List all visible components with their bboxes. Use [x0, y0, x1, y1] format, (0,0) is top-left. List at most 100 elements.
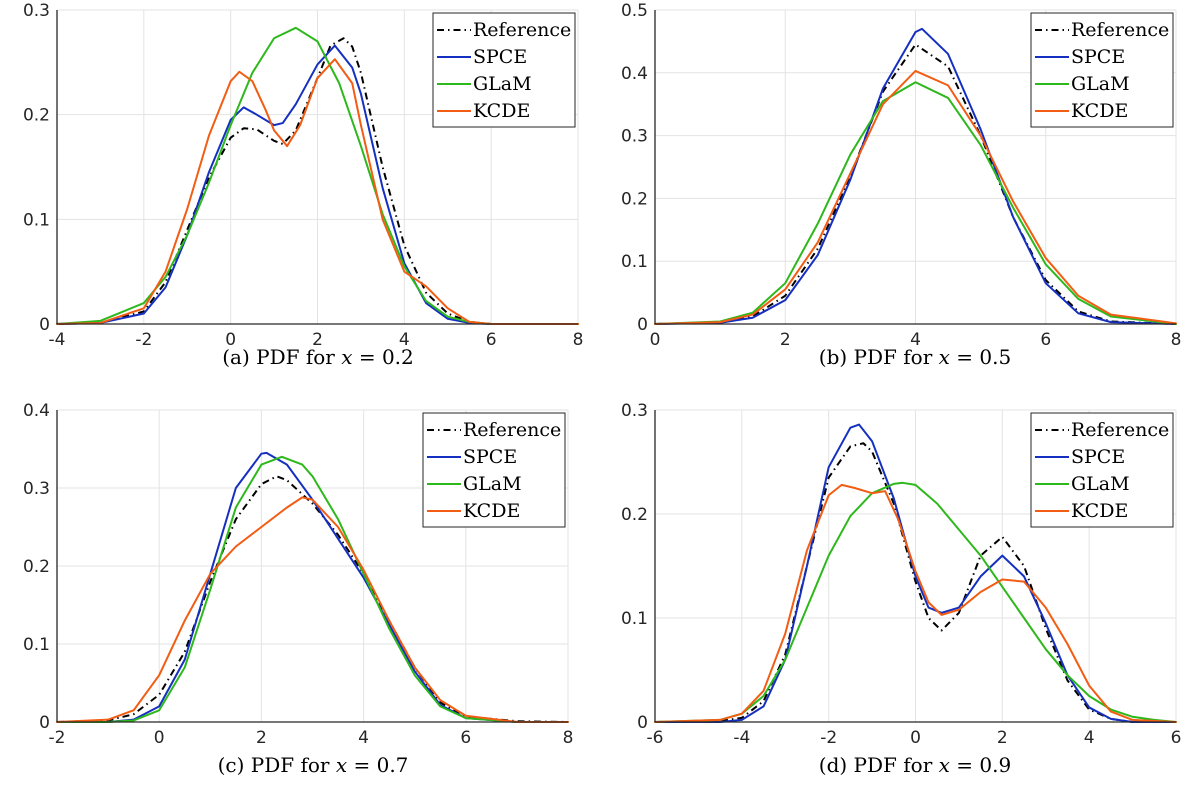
series-line-kcde: [654, 483, 1177, 723]
x-tick-label: 2: [312, 330, 323, 350]
panel-caption: (d) PDF for x = 0.9: [819, 753, 1011, 777]
panel-caption: (b) PDF for x = 0.5: [819, 345, 1011, 369]
x-tick-label: 6: [486, 330, 497, 350]
x-tick-label: -2: [135, 330, 152, 350]
y-tick-label: 0: [637, 315, 648, 335]
legend-label-reference: Reference: [1071, 19, 1169, 41]
series-line-kcde: [56, 496, 569, 723]
series-line-kcde: [654, 69, 1177, 325]
y-tick-label: 0.2: [621, 189, 648, 209]
y-tick-label: 0.1: [23, 635, 50, 655]
x-tick-label: 6: [1040, 330, 1051, 350]
legend-label-spce: SPCE: [1071, 446, 1125, 468]
x-tick-label: 0: [910, 728, 921, 748]
series-line-kcde: [56, 58, 579, 325]
x-tick-label: 8: [1171, 330, 1182, 350]
legend-box: [422, 412, 566, 528]
caption-variable: x: [939, 753, 950, 777]
x-tick-label: 0: [650, 330, 661, 350]
legend-label-reference: Reference: [463, 419, 561, 441]
x-tick-label: 0: [154, 728, 165, 748]
legend: Reference SPCE GLaM KCDE: [1030, 412, 1174, 528]
y-tick-label: 0.3: [621, 401, 648, 421]
y-tick-label: 0.1: [621, 609, 648, 629]
x-tick-label: 2: [997, 728, 1008, 748]
caption-prefix: (d) PDF for: [819, 753, 939, 777]
y-tick-label: 0.1: [621, 252, 648, 272]
y-tick-label: 0.4: [621, 64, 648, 84]
y-tick-label: 0.3: [23, 479, 50, 499]
x-tick-label: 4: [910, 330, 921, 350]
legend-label-kcde: KCDE: [1071, 100, 1128, 122]
caption-prefix: (c) PDF for: [218, 753, 336, 777]
legend-label-glam: GLaM: [1071, 73, 1130, 95]
x-tick-label: 0: [225, 330, 236, 350]
series-line-spce: [654, 27, 1177, 325]
legend-label-kcde: KCDE: [463, 500, 520, 522]
caption-suffix: = 0.2: [352, 345, 413, 369]
caption-variable: x: [939, 345, 950, 369]
series-line-glam: [654, 81, 1177, 325]
y-tick-label: 0.1: [23, 210, 50, 230]
caption-suffix: = 0.9: [950, 753, 1011, 777]
x-tick-label: 6: [1171, 728, 1182, 748]
x-tick-label: 2: [256, 728, 267, 748]
legend-label-kcde: KCDE: [1071, 500, 1128, 522]
legend-label-glam: GLaM: [463, 473, 522, 495]
y-tick-label: 0: [637, 713, 648, 733]
y-tick-label: 0.4: [23, 401, 50, 421]
caption-prefix: (a) PDF for: [222, 345, 341, 369]
y-tick-label: 0.2: [621, 505, 648, 525]
legend: Reference SPCE GLaM KCDE: [1030, 12, 1174, 128]
x-tick-label: -2: [49, 728, 66, 748]
chart-panel-4: -6 -4 -2 0 2 4 6 0 0.1 0.2 0.3 Reference SPCE GLaM KCD…: [621, 401, 1181, 777]
legend: Reference SPCE GLaM KCDE: [422, 412, 566, 528]
x-tick-label: 2: [780, 330, 791, 350]
legend-label-glam: GLaM: [473, 73, 532, 95]
series-line-glam: [56, 455, 569, 723]
series-line-glam: [56, 26, 579, 325]
panel-caption: (c) PDF for x = 0.7: [218, 753, 409, 777]
series-line-glam: [654, 481, 1177, 723]
panel-caption: (a) PDF for x = 0.2: [222, 345, 414, 369]
legend-label-glam: GLaM: [1071, 473, 1130, 495]
series-line-reference: [56, 475, 569, 723]
caption-variable: x: [341, 345, 352, 369]
series-line-reference: [654, 43, 1177, 325]
legend-label-reference: Reference: [473, 19, 571, 41]
legend-label-spce: SPCE: [463, 446, 517, 468]
y-tick-label: 0.2: [23, 557, 50, 577]
caption-suffix: = 0.5: [950, 345, 1011, 369]
x-tick-label: -4: [49, 330, 66, 350]
caption-prefix: (b) PDF for: [819, 345, 939, 369]
x-tick-label: -6: [647, 728, 664, 748]
x-tick-label: 4: [399, 330, 410, 350]
x-tick-label: 6: [460, 728, 471, 748]
legend-label-spce: SPCE: [1071, 46, 1125, 68]
legend-label-kcde: KCDE: [473, 100, 530, 122]
y-tick-label: 0.3: [621, 127, 648, 147]
legend-box: [1030, 12, 1174, 128]
legend-label-spce: SPCE: [473, 46, 527, 68]
chart-panel-3: -2 0 2 4 6 800.10.20.30.4ReferenceSPCEGLaMKCD…: [23, 401, 573, 777]
chart-panel-2: 0 2 4 6 8 0 0.1 0.2 0.3 0.4 0.5 Reference SPCE GLaM KC…: [621, 1, 1181, 369]
y-tick-label: 0.2: [23, 106, 50, 126]
chart-panel-1: -4 -2 0 2 4 6 8 0 0.1 0.2 0.3 Reference SPCE GLaM KCDE…: [23, 1, 583, 369]
y-tick-label: 0.5: [621, 1, 648, 21]
caption-variable: x: [336, 753, 347, 777]
legend-box: [432, 12, 576, 128]
x-tick-label: 4: [1084, 728, 1095, 748]
legend-label-reference: Reference: [1071, 419, 1169, 441]
caption-suffix: = 0.7: [347, 753, 408, 777]
legend-box: [1030, 412, 1174, 528]
y-tick-label: 0: [39, 713, 50, 733]
legend: Reference SPCE GLaM KCDE: [432, 12, 576, 128]
x-tick-label: -2: [820, 728, 837, 748]
x-tick-label: 4: [358, 728, 369, 748]
x-tick-label: -4: [733, 728, 750, 748]
x-tick-label: 8: [573, 330, 584, 350]
y-tick-label: 0: [39, 315, 50, 335]
x-tick-label: 8: [563, 728, 574, 748]
y-tick-label: 0.3: [23, 1, 50, 21]
